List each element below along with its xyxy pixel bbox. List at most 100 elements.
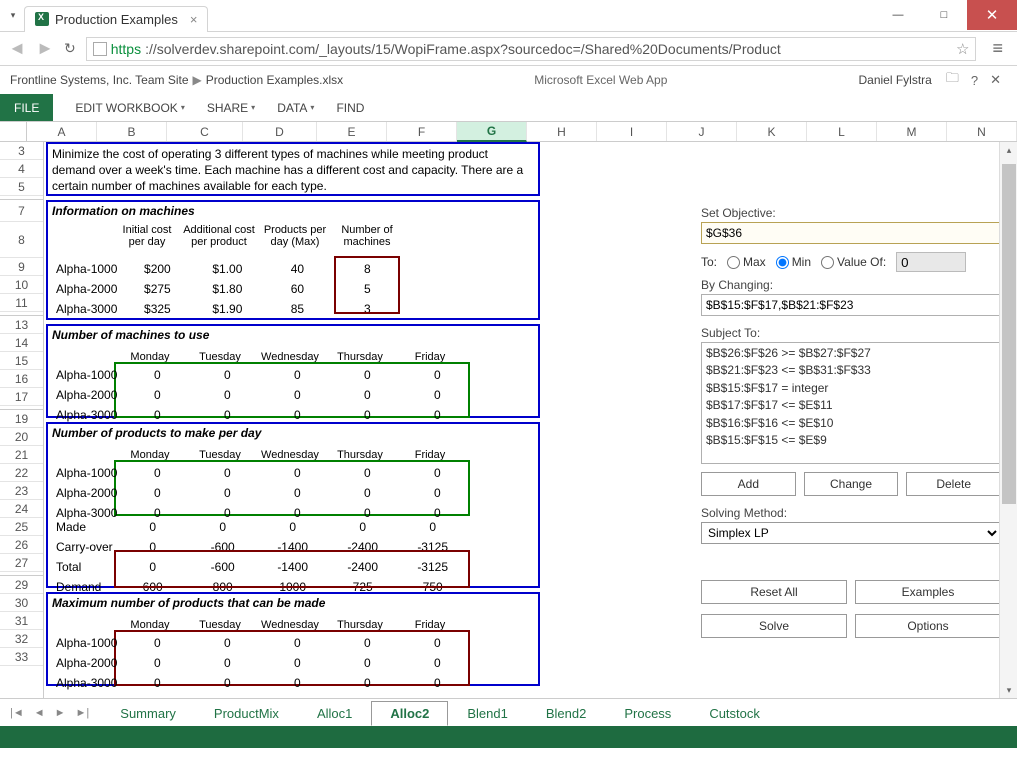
col-header-H[interactable]: H [527, 122, 597, 141]
close-pane-icon[interactable]: ✕ [990, 72, 1001, 88]
window-close-button[interactable]: ✕ [967, 0, 1017, 30]
col-header-M[interactable]: M [877, 122, 947, 141]
row-header-22[interactable]: 22 [0, 464, 43, 482]
sheet-scroll-buttons[interactable]: |◄ ◄ ► ►| [8, 707, 91, 719]
sheet-tab-cutstock[interactable]: Cutstock [690, 701, 779, 726]
edit-workbook-menu[interactable]: EDIT WORKBOOK▾ [75, 101, 184, 115]
row-header-15[interactable]: 15 [0, 352, 43, 370]
by-changing-input[interactable] [701, 294, 1001, 316]
delete-constraint-button[interactable]: Delete [906, 472, 1001, 496]
row-header-32[interactable]: 32 [0, 630, 43, 648]
to-min-radio[interactable]: Min [776, 255, 811, 269]
to-max-radio[interactable]: Max [727, 255, 766, 269]
row-header-5[interactable]: 5 [0, 178, 43, 196]
row-header-31[interactable]: 31 [0, 612, 43, 630]
reload-icon[interactable]: ↻ [64, 40, 76, 57]
tab-dropdown-icon[interactable]: ▾ [4, 10, 22, 21]
row-header-4[interactable]: 4 [0, 160, 43, 178]
row-header-25[interactable]: 25 [0, 518, 43, 536]
value-of-input[interactable] [896, 252, 966, 272]
constraints-list[interactable]: $B$26:$F$26 >= $B$27:$F$27$B$21:$F$23 <=… [701, 342, 1001, 464]
col-header-N[interactable]: N [947, 122, 1017, 141]
to-valueof-radio[interactable]: Value Of: [821, 255, 886, 269]
tab-close-icon[interactable]: × [190, 12, 198, 27]
help-icon[interactable]: ? [971, 73, 978, 88]
row-header-19[interactable]: 19 [0, 410, 43, 428]
scroll-thumb[interactable] [1002, 164, 1016, 504]
col-header-I[interactable]: I [597, 122, 667, 141]
share-icon[interactable]: 🗀 [946, 69, 959, 91]
row-header-33[interactable]: 33 [0, 648, 43, 666]
col-header-J[interactable]: J [667, 122, 737, 141]
constraint-item[interactable]: $B$17:$F$17 <= $E$11 [706, 397, 996, 414]
solving-method-select[interactable]: Simplex LP [701, 522, 1001, 544]
reset-all-button[interactable]: Reset All [701, 580, 847, 604]
constraint-item[interactable]: $B$26:$F$26 >= $B$27:$F$27 [706, 345, 996, 362]
sheet-tab-alloc1[interactable]: Alloc1 [298, 701, 371, 726]
col-header-E[interactable]: E [317, 122, 387, 141]
window-maximize-button[interactable]: □ [921, 0, 967, 30]
col-header-B[interactable]: B [97, 122, 167, 141]
col-header-C[interactable]: C [167, 122, 243, 141]
scroll-down-icon[interactable]: ▾ [1000, 682, 1017, 698]
constraint-item[interactable]: $B$21:$F$23 <= $B$31:$F$33 [706, 362, 996, 379]
sheet-last-icon[interactable]: ►| [74, 707, 92, 719]
row-header-17[interactable]: 17 [0, 388, 43, 406]
row-header-21[interactable]: 21 [0, 446, 43, 464]
breadcrumb-file[interactable]: Production Examples.xlsx [206, 73, 343, 87]
row-header-11[interactable]: 11 [0, 294, 43, 312]
data-menu[interactable]: DATA▾ [277, 101, 314, 115]
file-tab[interactable]: FILE [0, 94, 53, 121]
sheet-tab-blend1[interactable]: Blend1 [448, 701, 526, 726]
grid[interactable]: Minimize the cost of operating 3 differe… [44, 142, 1017, 698]
browser-menu-icon[interactable]: ≡ [986, 38, 1009, 59]
share-menu[interactable]: SHARE▾ [207, 101, 255, 115]
change-constraint-button[interactable]: Change [804, 472, 899, 496]
browser-tab[interactable]: Production Examples × [24, 6, 208, 32]
sheet-prev-icon[interactable]: ◄ [32, 707, 47, 719]
options-button[interactable]: Options [855, 614, 1001, 638]
row-header-8[interactable]: 8 [0, 222, 43, 258]
row-header-23[interactable]: 23 [0, 482, 43, 500]
sheet-tab-alloc2[interactable]: Alloc2 [371, 701, 448, 726]
window-minimize-button[interactable]: — [875, 0, 921, 30]
row-header-30[interactable]: 30 [0, 594, 43, 612]
select-all-corner[interactable] [0, 122, 27, 141]
sheet-tab-productmix[interactable]: ProductMix [195, 701, 298, 726]
col-header-G[interactable]: G [457, 122, 527, 142]
vertical-scrollbar[interactable]: ▴ ▾ [999, 142, 1017, 698]
user-name[interactable]: Daniel Fylstra [858, 73, 931, 87]
row-header-24[interactable]: 24 [0, 500, 43, 518]
examples-button[interactable]: Examples [855, 580, 1001, 604]
col-header-A[interactable]: A [27, 122, 97, 141]
constraint-item[interactable]: $B$15:$F$17 = integer [706, 380, 996, 397]
row-header-29[interactable]: 29 [0, 576, 43, 594]
row-header-9[interactable]: 9 [0, 258, 43, 276]
constraint-item[interactable]: $B$15:$F$15 <= $E$9 [706, 432, 996, 449]
set-objective-input[interactable] [701, 222, 1001, 244]
row-header-7[interactable]: 7 [0, 200, 43, 222]
constraint-item[interactable]: $B$16:$F$16 <= $E$10 [706, 415, 996, 432]
row-header-3[interactable]: 3 [0, 142, 43, 160]
sheet-tab-process[interactable]: Process [605, 701, 690, 726]
url-input[interactable]: https://solverdev.sharepoint.com/_layout… [86, 37, 977, 61]
bookmark-star-icon[interactable]: ☆ [956, 40, 969, 58]
col-header-L[interactable]: L [807, 122, 877, 141]
row-header-20[interactable]: 20 [0, 428, 43, 446]
row-header-16[interactable]: 16 [0, 370, 43, 388]
sheet-tab-summary[interactable]: Summary [101, 701, 195, 726]
row-header-27[interactable]: 27 [0, 554, 43, 572]
row-header-14[interactable]: 14 [0, 334, 43, 352]
row-header-10[interactable]: 10 [0, 276, 43, 294]
row-header-26[interactable]: 26 [0, 536, 43, 554]
col-header-F[interactable]: F [387, 122, 457, 141]
solve-button[interactable]: Solve [701, 614, 847, 638]
nav-back-icon[interactable]: ◄ [8, 38, 26, 59]
col-header-D[interactable]: D [243, 122, 317, 141]
sheet-tab-blend2[interactable]: Blend2 [527, 701, 605, 726]
add-constraint-button[interactable]: Add [701, 472, 796, 496]
sheet-next-icon[interactable]: ► [53, 707, 68, 719]
find-menu[interactable]: FIND [336, 101, 364, 115]
col-header-K[interactable]: K [737, 122, 807, 141]
row-header-13[interactable]: 13 [0, 316, 43, 334]
